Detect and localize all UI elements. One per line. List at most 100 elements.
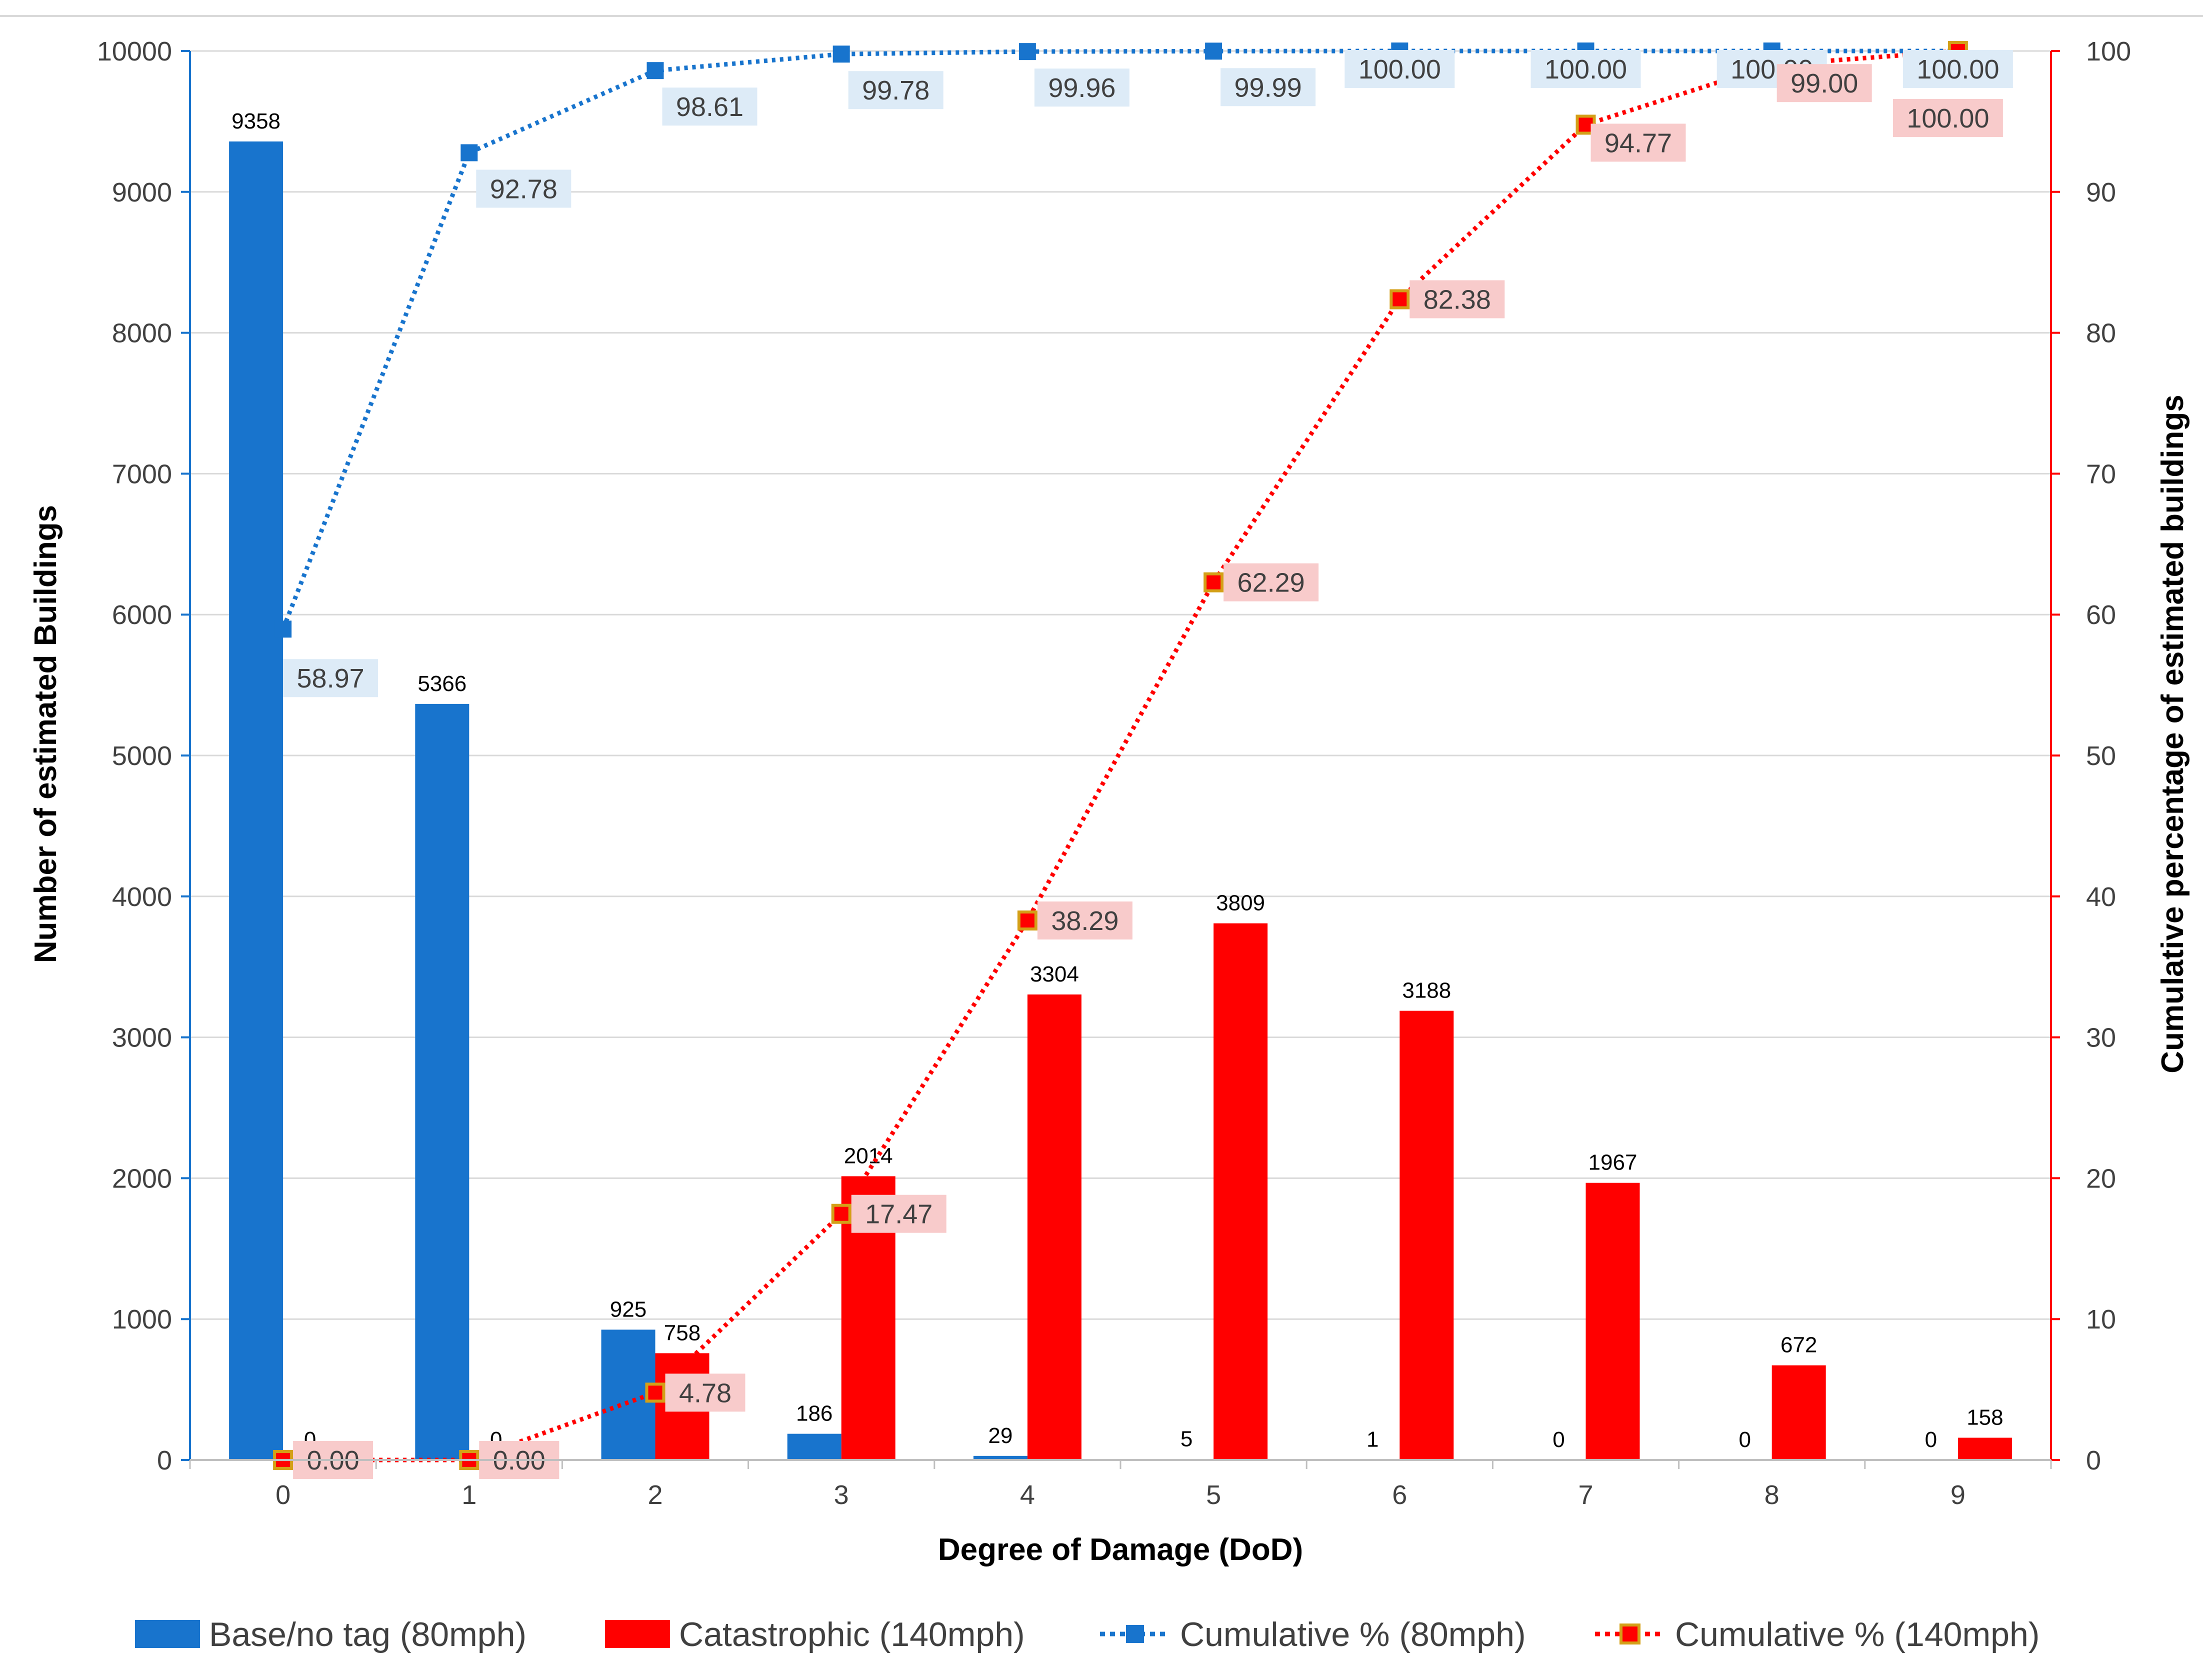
x-tick-label: 9: [1950, 1480, 1966, 1510]
bar-label-base: 0: [1925, 1428, 1937, 1452]
cumulative-label-box-80mph: [1034, 68, 1130, 107]
y-tick-label: 4000: [112, 882, 172, 912]
bar-catastrophic: [1772, 1365, 1826, 1460]
cumulative-label-140mph: 99.00: [1790, 68, 1858, 98]
y2-tick-label: 50: [2086, 741, 2116, 771]
bar-label-catastrophic: 158: [1966, 1405, 2003, 1430]
x-tick-label: 2: [648, 1480, 662, 1510]
y-tick-label: 0: [157, 1446, 172, 1476]
legend-label: Cumulative % (80mph): [1180, 1616, 1526, 1654]
cumulative-label-140mph: 94.77: [1604, 128, 1672, 158]
bar-base: [229, 141, 284, 1460]
y-tick-label: 8000: [112, 318, 172, 348]
cumulative-label-box-140mph: [1776, 64, 1872, 102]
y2-axis-title: Cumulative percentage of estimated build…: [2156, 394, 2190, 1073]
cumulative-label-box-80mph: [1344, 50, 1455, 88]
legend-swatch: [135, 1620, 200, 1648]
y2-tick-label: 30: [2086, 1023, 2116, 1053]
legend-label: Base/no tag (80mph): [209, 1616, 526, 1654]
bar-label-base: 925: [610, 1297, 646, 1322]
cumulative-label-80mph: 99.99: [1234, 72, 1302, 102]
y2-tick-label: 90: [2086, 178, 2116, 208]
y-axis-title: Number of estimated Buildings: [28, 505, 63, 963]
bar-label-base: 1: [1366, 1428, 1378, 1452]
legend-label: Cumulative % (140mph): [1675, 1616, 2040, 1654]
cumulative-label-80mph: 100.00: [1916, 54, 1999, 84]
bar-label-catastrophic: 1967: [1588, 1150, 1638, 1175]
cumulative-label-80mph: 99.96: [1048, 73, 1116, 103]
x-tick-label: 1: [462, 1480, 476, 1510]
left-y-axis: 0 1000 2000 3000 4000 5000 6000 7000 8000 9000 100…: [97, 36, 191, 1476]
cumulative-label-box-80mph: [1902, 50, 2013, 88]
bar-label-catastrophic: 672: [1780, 1333, 1817, 1358]
marker-140mph: [831, 1204, 852, 1224]
y2-tick-label: 60: [2086, 600, 2116, 630]
cumulative-label-80mph: 100.00: [1358, 54, 1441, 84]
y2-tick-label: 10: [2086, 1304, 2116, 1334]
bar-label-catastrophic: 3304: [1030, 962, 1079, 986]
bar-label-base: 9358: [232, 109, 280, 134]
marker-140mph: [645, 1382, 666, 1403]
cumulative-label-box-140mph: [851, 1194, 946, 1233]
x-tick-label: 6: [1392, 1480, 1407, 1510]
y-tick-label: 2000: [112, 1164, 172, 1194]
marker-80mph: [1205, 42, 1222, 60]
cumulative-label-80mph: 58.97: [297, 664, 364, 694]
bar-label-catastrophic: 3809: [1216, 891, 1265, 916]
cumulative-label-140mph: 100.00: [1906, 104, 1989, 134]
cumulative-label-140mph: 4.78: [679, 1378, 732, 1408]
y2-tick-label: 40: [2086, 882, 2116, 912]
y-tick-label: 10000: [97, 36, 172, 66]
y2-tick-label: 20: [2086, 1164, 2116, 1194]
bar-catastrophic: [1400, 1010, 1454, 1460]
cumulative-label-140mph: 82.38: [1424, 285, 1491, 315]
bar-label-base: 29: [988, 1424, 1012, 1448]
cumulative-label-box-140mph: [1590, 124, 1686, 162]
marker-80mph: [460, 144, 478, 162]
legend-label: Catastrophic (140mph): [679, 1616, 1025, 1654]
bar-base: [415, 704, 470, 1460]
cumulative-label-140mph: 38.29: [1051, 906, 1118, 936]
cumulative-label-box-80mph: [476, 170, 572, 208]
cumulative-label-80mph: 99.78: [862, 76, 930, 106]
bar-label-catastrophic: 758: [664, 1320, 700, 1345]
legend-swatch: [605, 1620, 670, 1648]
cumulative-line-140mph: [283, 48, 1958, 1462]
y2-tick-label: 0: [2086, 1446, 2101, 1476]
cumulative-label-box-80mph: [1220, 68, 1316, 106]
bar-label-base: 0: [1552, 1428, 1564, 1452]
x-tick-label: 8: [1764, 1480, 1780, 1510]
legend-marker: [1620, 1624, 1640, 1644]
y2-tick-label: 70: [2086, 459, 2116, 489]
cumulative-label-box-80mph: [662, 88, 758, 126]
marker-80mph: [832, 46, 850, 63]
cumulative-label-box-80mph: [848, 71, 944, 110]
bar-label-catastrophic: 3188: [1402, 978, 1451, 1003]
cumulative-label-box-80mph: [1530, 50, 1641, 88]
cumulative-label-box-140mph: [1037, 901, 1132, 940]
cumulative-line-80mph: [280, 48, 1958, 630]
marker-80mph: [646, 62, 664, 80]
y-tick-label: 6000: [112, 600, 172, 630]
right-y-axis: 0 10 20 30 40 50 60 70 80 90 100: [2050, 36, 2131, 1476]
bar-label-base: 186: [796, 1402, 832, 1426]
cumulative-label-box-80mph: [283, 659, 378, 698]
x-axis: 0 1 2 3 4 5 6 7 8 9: [189, 1459, 2052, 1510]
marker-140mph: [1017, 910, 1038, 930]
cumulative-label-box-140mph: [1410, 280, 1505, 318]
x-tick-label: 0: [276, 1480, 290, 1510]
y2-tick-label: 80: [2086, 318, 2116, 348]
y-tick-label: 9000: [112, 178, 172, 208]
marker-140mph: [1390, 289, 1410, 310]
cumulative-label-140mph: 62.29: [1238, 568, 1305, 598]
marker-140mph: [1204, 572, 1224, 592]
y-tick-label: 7000: [112, 459, 172, 489]
marker-80mph: [1018, 43, 1036, 60]
cumulative-label-80mph: 92.78: [490, 174, 558, 204]
x-tick-label: 7: [1578, 1480, 1593, 1510]
bar-label-base: 5366: [418, 672, 466, 696]
bar-catastrophic: [1214, 923, 1268, 1460]
cumulative-label-box-140mph: [1892, 99, 2003, 137]
